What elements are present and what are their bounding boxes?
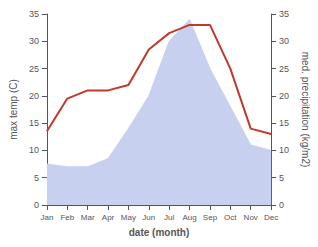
svg-text:Aug: Aug <box>182 213 196 222</box>
svg-text:30: 30 <box>29 36 39 46</box>
svg-text:0: 0 <box>279 200 284 210</box>
svg-text:15: 15 <box>279 118 289 128</box>
svg-text:Jun: Jun <box>142 213 155 222</box>
svg-text:max temp (C): max temp (C) <box>8 79 19 140</box>
svg-text:Jul: Jul <box>164 213 174 222</box>
svg-text:Apr: Apr <box>102 213 115 222</box>
svg-text:5: 5 <box>279 173 284 183</box>
svg-text:Sep: Sep <box>203 213 218 222</box>
svg-text:Jan: Jan <box>40 213 53 222</box>
svg-text:5: 5 <box>34 173 39 183</box>
svg-text:Nov: Nov <box>244 213 258 222</box>
svg-text:20: 20 <box>279 91 289 101</box>
svg-text:35: 35 <box>279 9 289 19</box>
svg-text:Feb: Feb <box>60 213 74 222</box>
svg-text:0: 0 <box>34 200 39 210</box>
svg-text:med. precipitation (kg/m2): med. precipitation (kg/m2) <box>300 52 311 168</box>
svg-text:date (month): date (month) <box>129 227 190 238</box>
svg-text:30: 30 <box>279 36 289 46</box>
svg-text:Oct: Oct <box>224 213 237 222</box>
svg-text:10: 10 <box>29 145 39 155</box>
svg-text:25: 25 <box>29 64 39 74</box>
svg-text:10: 10 <box>279 145 289 155</box>
svg-text:35: 35 <box>29 9 39 19</box>
svg-text:Mar: Mar <box>81 213 95 222</box>
svg-text:May: May <box>121 213 136 222</box>
svg-text:20: 20 <box>29 91 39 101</box>
svg-text:25: 25 <box>279 64 289 74</box>
svg-text:Dec: Dec <box>264 213 278 222</box>
svg-text:15: 15 <box>29 118 39 128</box>
